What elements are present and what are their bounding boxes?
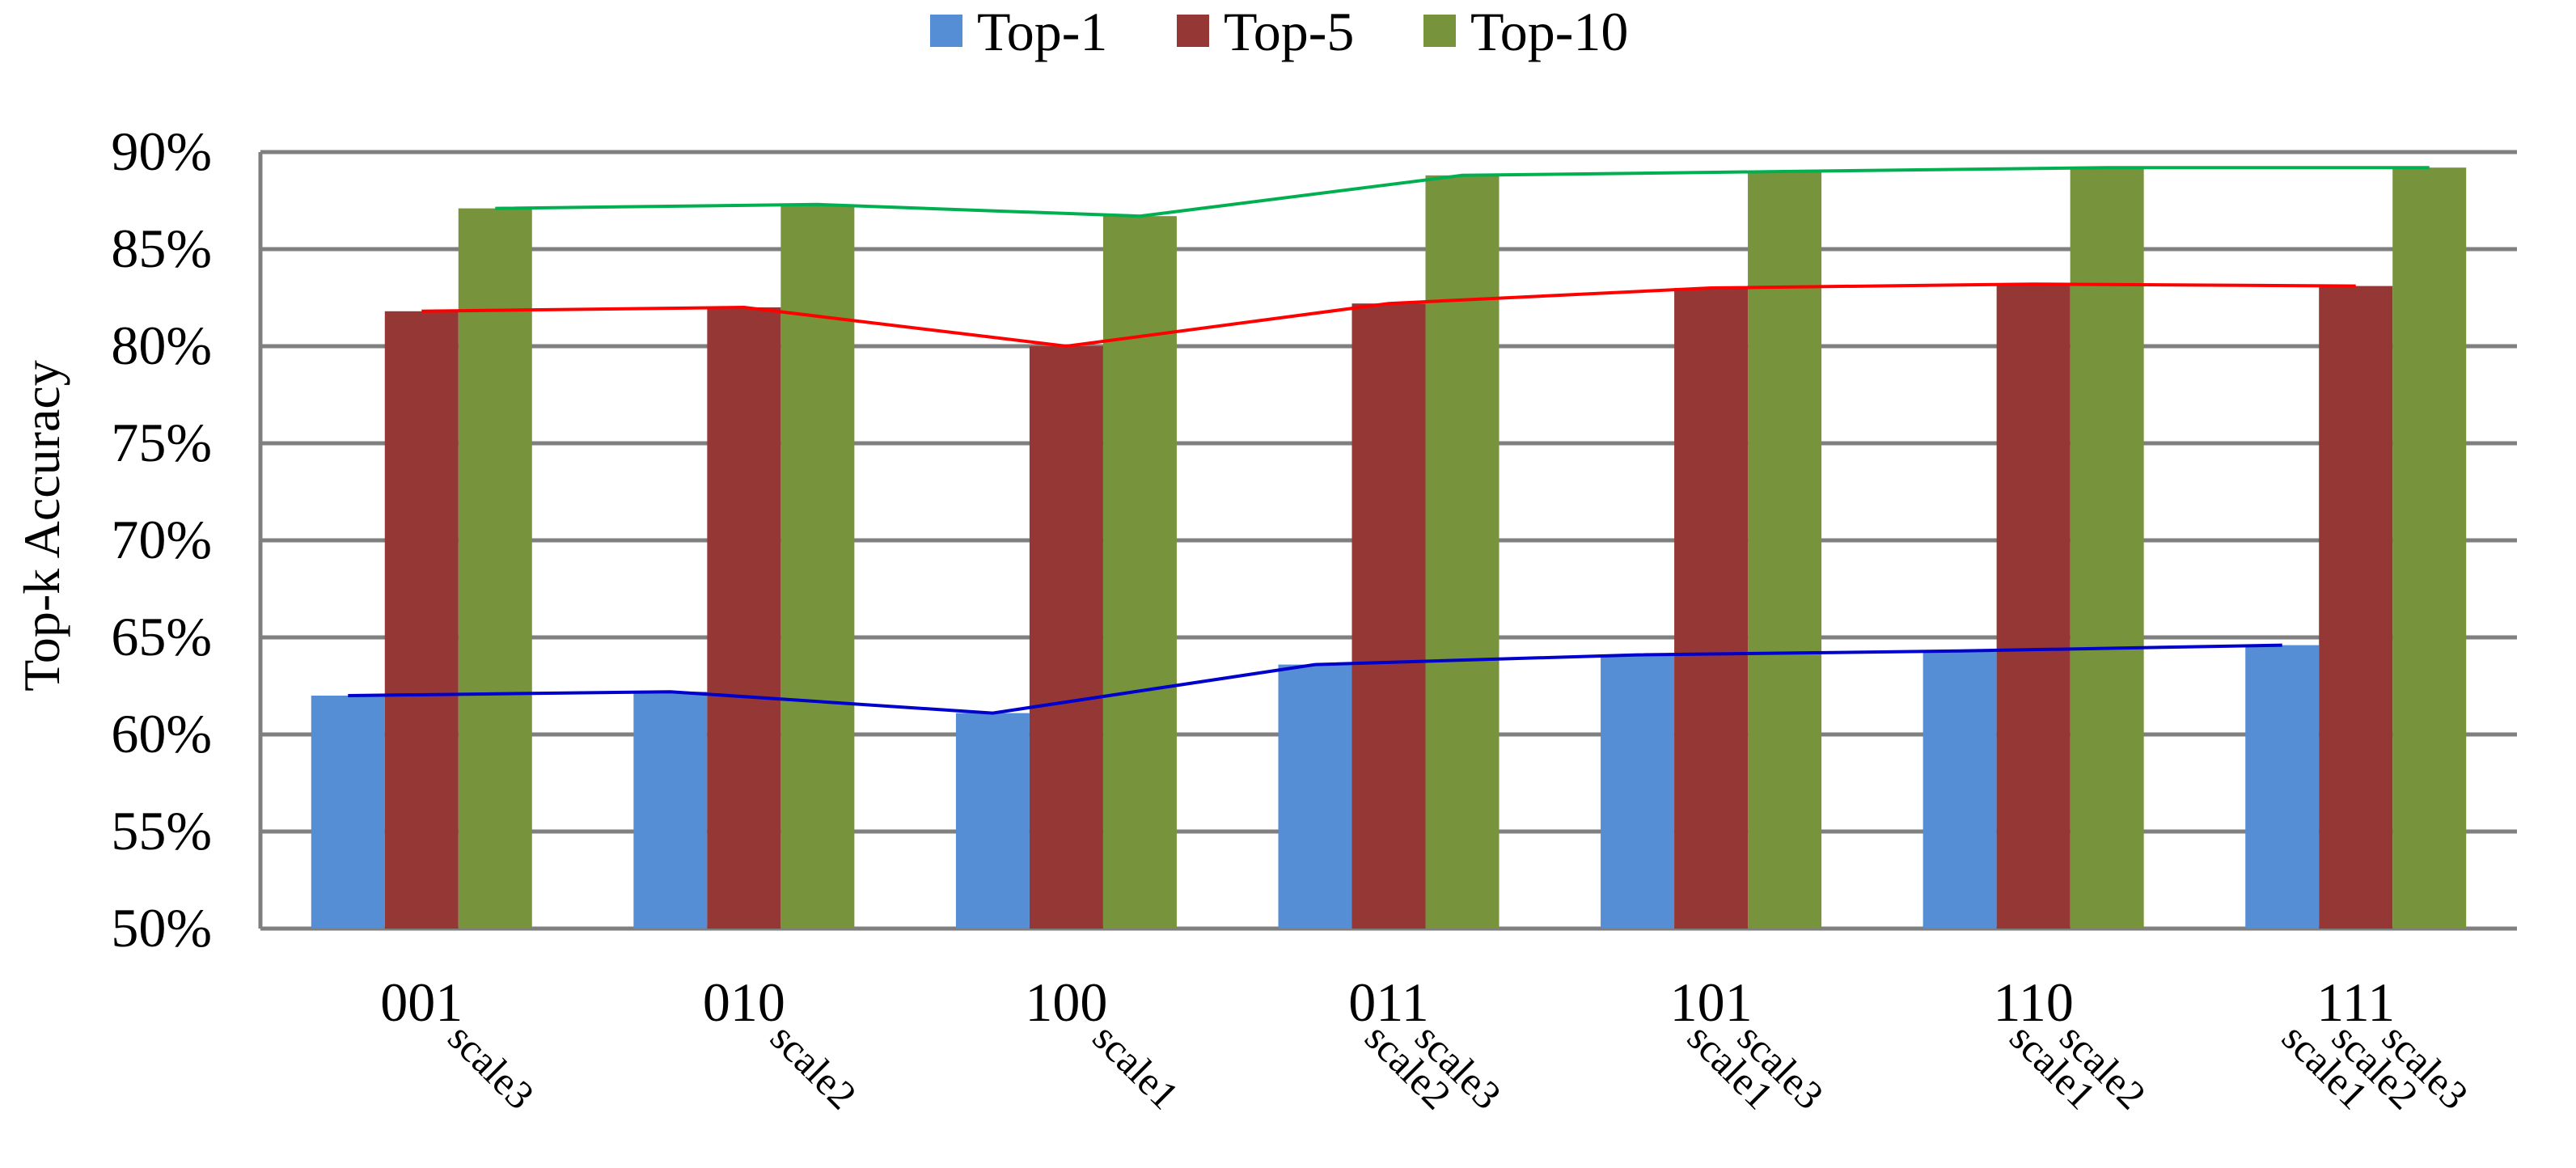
y-tick-label: 55% [111,800,212,861]
bar-top-5-110 [1996,284,2071,929]
bar-top-5-001 [384,311,459,929]
legend-label: Top-1 [977,1,1107,62]
trend-line-top-1 [348,643,2282,715]
y-tick-label: 50% [111,897,212,959]
x-sublabel: scale2 [762,1014,865,1118]
y-tick-labels: 50% 55% 60% 65% 70% 75% 80% 85% 90% [111,121,212,959]
bar-top-5-011 [1351,303,1426,929]
x-tick-label: 100 [1025,971,1107,1033]
y-tick-label: 65% [111,606,212,667]
bar-top-10-001 [458,208,532,929]
bar-top-10-110 [2070,167,2144,929]
y-tick-label: 75% [111,412,212,473]
y-tick-label: 60% [111,703,212,764]
bar-top-1-001 [311,696,385,929]
bar-top-5-010 [707,307,781,929]
trend-lines [348,166,2430,715]
y-tick-label: 70% [111,509,212,570]
bar-top-1-110 [1922,650,1997,929]
bar-top-1-111 [2245,645,2320,929]
bar-top-1-010 [633,692,708,929]
x-tick-label: 101 [1670,971,1753,1033]
x-sublabel: scale3 [440,1014,544,1118]
bar-top-5-111 [2319,286,2393,929]
legend-label: Top-10 [1470,1,1628,62]
bars [311,167,2467,929]
bar-top-10-100 [1102,216,1177,929]
bar-top-5-101 [1674,288,1749,929]
bar-top-1-100 [955,713,1030,929]
legend: Top-1 Top-5 Top-10 [930,1,1628,62]
y-tick-label: 80% [111,315,212,376]
x-sublabel: scale1 [1085,1014,1188,1118]
bar-top-5-100 [1029,346,1103,929]
y-axis-title: Top-k Accuracy [13,360,70,692]
x-tick-label: 011 [1348,971,1428,1033]
x-tick-label: 010 [703,971,785,1033]
bar-top-10-111 [2392,167,2467,929]
bar-top-10-101 [1748,171,1822,929]
legend-swatch [1177,15,1209,47]
legend-label: Top-5 [1224,1,1354,62]
x-tick-label: 111 [2316,971,2395,1033]
bar-top-10-010 [780,204,855,929]
bar-top-1-011 [1278,664,1352,929]
y-tick-label: 85% [111,218,212,279]
bar-top-10-011 [1425,175,1499,929]
trend-line-top-5 [421,282,2356,349]
legend-swatch [930,15,962,47]
y-tick-label: 90% [111,121,212,182]
x-tick-label: 001 [380,971,463,1033]
trend-line-top-10 [495,166,2430,218]
bar-top-1-101 [1601,654,1675,929]
legend-swatch [1423,15,1456,47]
x-tick-labels: 001scale3010scale2100scale1011scale2scal… [380,971,2477,1118]
x-tick-label: 110 [1993,971,2073,1033]
